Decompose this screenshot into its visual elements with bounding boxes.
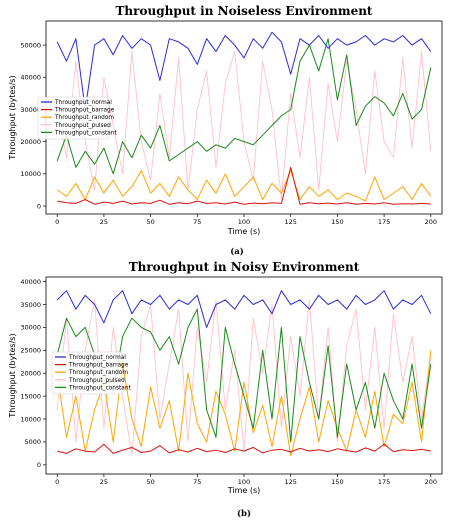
chart-noisy: Throughput in Noisy Environment 0 25 50 75 1… — [8, 260, 443, 519]
y-tick-label: 30000 — [20, 106, 41, 114]
x-tick-label: 50 — [146, 478, 154, 486]
x-tick-label: 0 — [55, 478, 59, 486]
x-tick-label: 75 — [193, 478, 201, 486]
series-lines — [56, 31, 432, 205]
series-line-throughput-barrage — [57, 443, 431, 454]
x-tick-label: 100 — [238, 478, 250, 486]
x-ticks: 0 25 50 75 100 125 150 175 200 — [55, 474, 437, 486]
legend-label: Throughput_pulsed — [68, 378, 125, 384]
x-axis-label: Time (s) — [227, 486, 261, 495]
x-tick-label: 25 — [100, 218, 108, 226]
x-tick-label: 150 — [331, 218, 343, 226]
y-tick-label: 40000 — [20, 278, 41, 286]
legend-label: Throughput_normal — [68, 355, 126, 361]
chart-noiseless: Throughput in Noiseless Environment 0 25 5… — [8, 4, 443, 257]
y-tick-label: 30000 — [20, 324, 41, 332]
y-tick-label: 0 — [37, 202, 41, 210]
y-tick-label: 20000 — [20, 138, 41, 146]
x-tick-label: 125 — [284, 478, 296, 486]
x-ticks: 0 25 50 75 100 125 150 175 200 — [55, 214, 437, 226]
x-tick-label: 175 — [378, 478, 390, 486]
series-line-throughput-normal — [56, 290, 432, 328]
chart-title: Throughput in Noisy Environment — [129, 260, 360, 274]
y-tick-label: 25000 — [20, 347, 41, 355]
legend-label: Throughput_barrage — [68, 363, 129, 369]
series-line-throughput-random — [56, 170, 432, 202]
series-line-throughput-barrage — [57, 166, 431, 205]
panel-caption: (b) — [237, 508, 251, 519]
y-axis-label: Throughput (bytes/s) — [8, 333, 17, 418]
legend: Throughput_normalThroughput_barrageThrou… — [37, 96, 117, 140]
panel-caption: (a) — [230, 246, 244, 257]
legend-box — [37, 96, 109, 140]
x-axis-label: Time (s) — [227, 227, 261, 236]
legend-label: Throughput_constant — [68, 385, 131, 391]
chart-title: Throughput in Noiseless Environment — [116, 4, 373, 18]
x-tick-label: 200 — [425, 478, 437, 486]
y-tick-label: 15000 — [20, 392, 41, 400]
y-tick-label: 40000 — [20, 74, 41, 82]
legend: Throughput_normalThroughput_barrageThrou… — [51, 351, 131, 395]
x-tick-label: 200 — [425, 218, 437, 226]
y-tick-label: 20000 — [20, 370, 41, 378]
legend-label: Throughput_normal — [54, 100, 112, 106]
x-tick-label: 150 — [331, 478, 343, 486]
legend-label: Throughput_constant — [54, 130, 117, 136]
y-axis-label: Throughput (bytes/s) — [8, 75, 17, 160]
x-tick-label: 50 — [146, 218, 154, 226]
y-ticks: 0 10000 20000 30000 40000 50000 — [20, 41, 46, 210]
y-tick-label: 0 — [37, 461, 41, 469]
x-tick-label: 175 — [378, 218, 390, 226]
x-tick-label: 75 — [193, 218, 201, 226]
legend-label: Throughput_random — [54, 115, 114, 121]
x-tick-label: 25 — [100, 478, 108, 486]
series-line-throughput-constant — [56, 38, 432, 175]
x-tick-label: 100 — [238, 218, 250, 226]
y-tick-label: 10000 — [20, 170, 41, 178]
x-tick-label: 125 — [284, 218, 296, 226]
y-tick-label: 35000 — [20, 301, 41, 309]
y-tick-label: 50000 — [20, 41, 41, 49]
y-tick-label: 10000 — [20, 415, 41, 423]
series-line-throughput-normal — [56, 31, 432, 110]
y-ticks: 0 5000 10000 15000 20000 25000 30000 35000 40000 — [20, 278, 46, 469]
y-tick-label: 5000 — [24, 438, 41, 446]
legend-label: Throughput_pulsed — [54, 123, 111, 129]
legend-box — [51, 351, 123, 395]
x-tick-label: 0 — [55, 218, 59, 226]
legend-label: Throughput_random — [68, 370, 128, 376]
legend-label: Throughput_barrage — [54, 108, 115, 114]
